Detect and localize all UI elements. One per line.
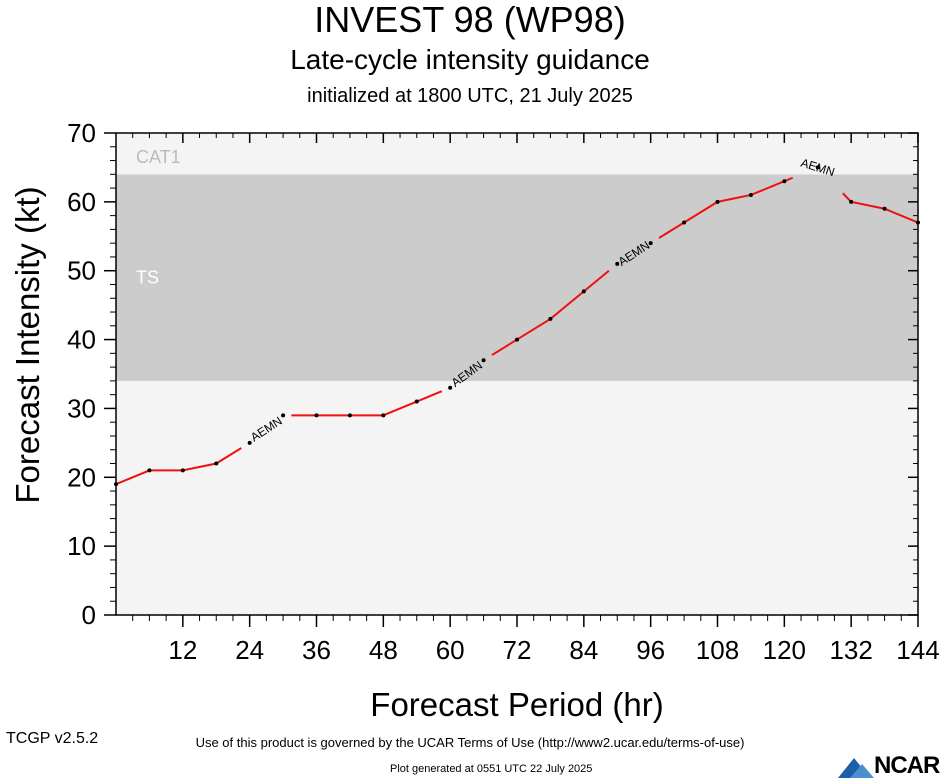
y-axis-label: Forecast Intensity (kt)	[9, 186, 46, 504]
series-point	[347, 413, 352, 418]
series-point	[581, 289, 586, 294]
ncar-logo-icon	[838, 758, 874, 778]
y-tick-label: 40	[67, 325, 96, 355]
series-point	[314, 413, 319, 418]
series-point	[147, 468, 152, 473]
band-label-ts: TS	[136, 268, 159, 288]
x-tick-label: 72	[503, 635, 532, 665]
series-point	[214, 461, 219, 466]
intensity-band-ts	[116, 174, 918, 381]
series-point	[682, 220, 687, 225]
series-point	[448, 385, 453, 390]
x-tick-label: 36	[302, 635, 331, 665]
x-tick-label: 84	[569, 635, 598, 665]
init-time: initialized at 1800 UTC, 21 July 2025	[307, 85, 633, 107]
series-point	[515, 337, 519, 342]
x-tick-label: 60	[436, 635, 465, 665]
x-tick-label: 108	[696, 635, 739, 665]
series-point	[548, 316, 553, 321]
y-tick-label: 50	[67, 256, 96, 286]
series-point	[414, 399, 419, 404]
series-point	[481, 358, 486, 363]
y-tick-label: 20	[67, 462, 96, 492]
y-tick-label: 0	[82, 600, 96, 630]
ncar-logo-text: NCAR	[874, 752, 940, 779]
series-point	[615, 261, 620, 266]
series-point	[782, 179, 787, 184]
version-text: TCGP v2.5.2	[6, 730, 99, 747]
series-point	[882, 206, 887, 211]
series-point	[381, 413, 386, 418]
series-point	[281, 413, 286, 418]
series-line-aemn	[842, 192, 919, 224]
series-line-aemn	[291, 390, 443, 417]
series-point	[648, 241, 653, 246]
series-point	[815, 165, 820, 170]
series-point	[748, 192, 753, 197]
y-tick-label: 70	[67, 118, 96, 148]
chart-subtitle: Late-cycle intensity guidance	[290, 44, 650, 75]
x-tick-label: 48	[369, 635, 398, 665]
y-tick-label: 30	[67, 393, 96, 423]
x-tick-label: 96	[636, 635, 665, 665]
x-tick-label: 12	[168, 635, 197, 665]
series-point	[180, 468, 185, 473]
x-tick-label: 24	[235, 635, 264, 665]
band-label-cat1: CAT1	[136, 147, 181, 167]
x-tick-label: 132	[829, 635, 872, 665]
generated-time-text: Plot generated at 0551 UTC 22 July 2025	[390, 763, 593, 775]
x-axis-label: Forecast Period (hr)	[370, 686, 664, 723]
series-point	[247, 440, 252, 445]
y-tick-label: 10	[67, 531, 96, 561]
terms-of-use-text: Use of this product is governed by the U…	[195, 735, 745, 750]
series-point	[849, 199, 854, 204]
series-point	[715, 199, 720, 204]
y-tick-label: 60	[67, 187, 96, 217]
x-tick-label: 144	[896, 635, 939, 665]
chart-title: INVEST 98 (WP98)	[314, 0, 626, 40]
x-tick-label: 120	[763, 635, 806, 665]
